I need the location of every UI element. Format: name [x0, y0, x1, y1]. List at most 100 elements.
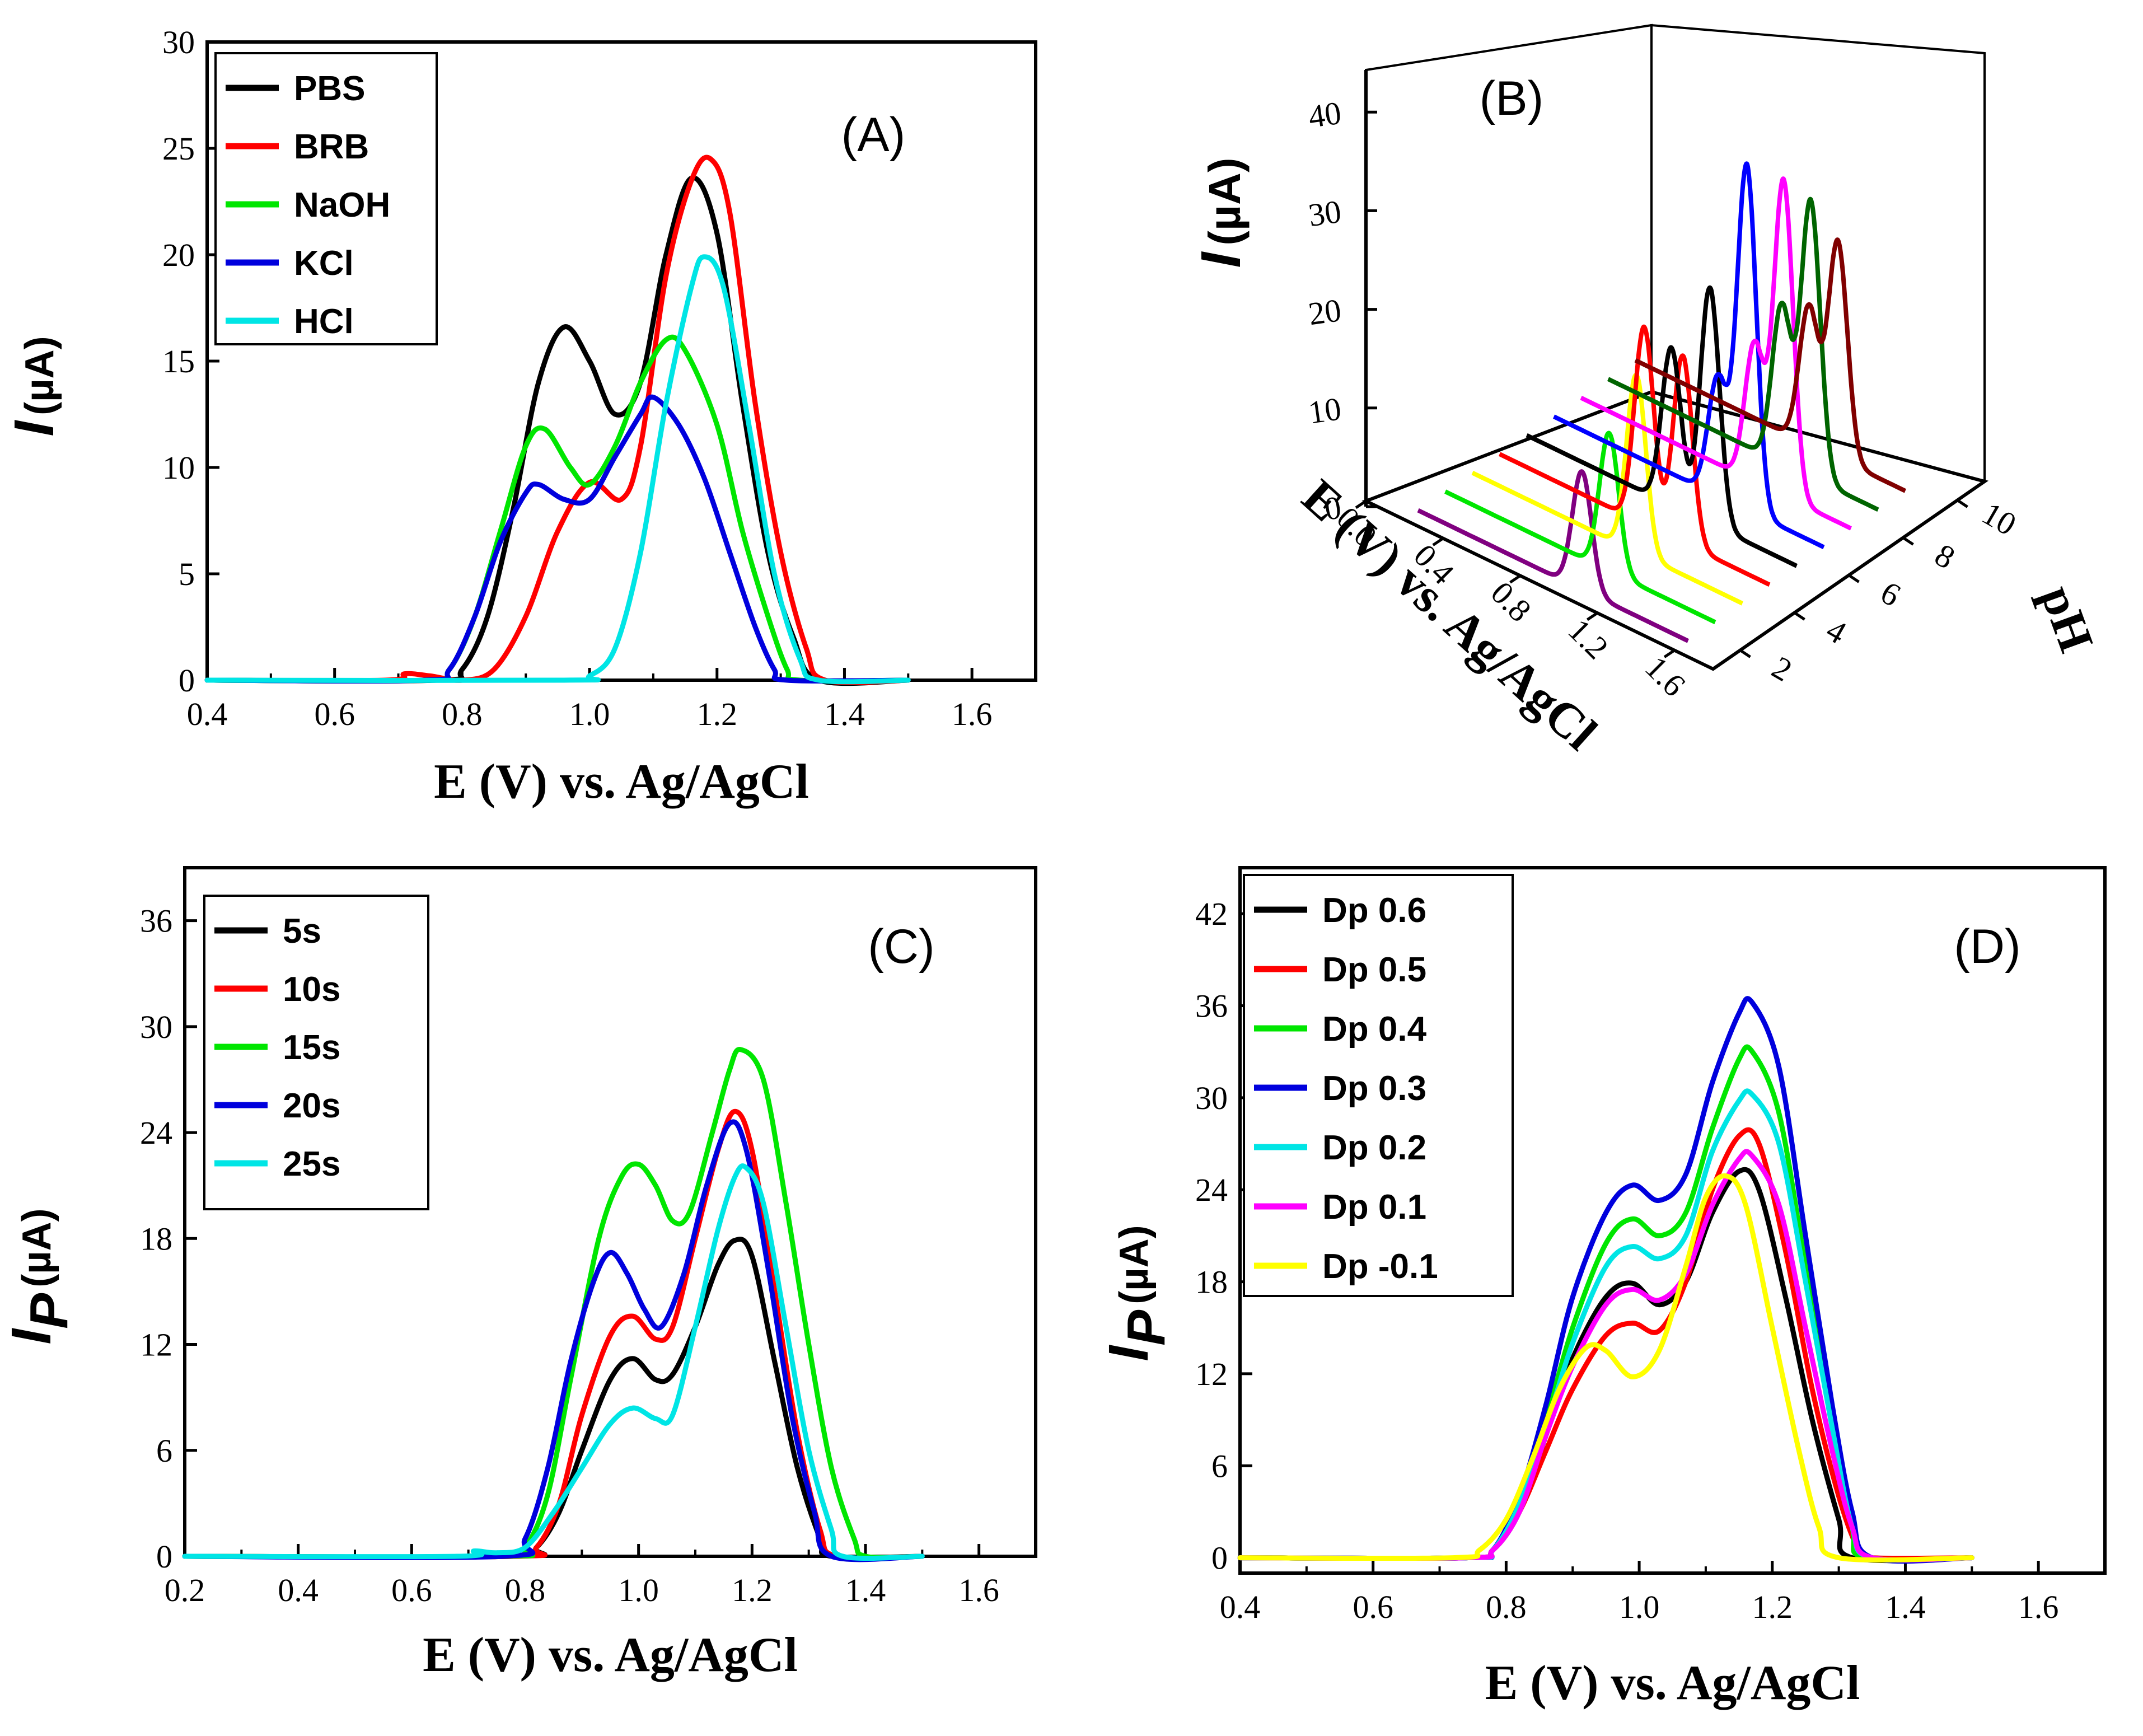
y-tick-label: 5 — [179, 556, 195, 592]
i-axis-label: I (µA) — [1190, 158, 1252, 268]
y-label-symbol: I — [1097, 1345, 1160, 1361]
i-label-symbol: I — [1190, 251, 1252, 268]
series-line-naoh — [204, 334, 911, 684]
legend-label: Dp 0.4 — [1322, 1010, 1427, 1049]
y-tick-label: 24 — [140, 1115, 172, 1151]
y-axis-label: IP (µA) — [0, 1208, 79, 1344]
trace-ph-2 — [1444, 431, 1716, 625]
legend-box — [214, 52, 438, 345]
y-tick-label: 12 — [1195, 1356, 1228, 1392]
e-tick-label: 1.2 — [1561, 612, 1616, 666]
legend-label: 25s — [283, 1145, 340, 1183]
y-tick-label: 0 — [1211, 1540, 1228, 1576]
x-tick-label: 1.4 — [845, 1572, 886, 1608]
y-tick-label: 24 — [1195, 1172, 1228, 1208]
legend: PBS BRB NaOH KCl HCl — [214, 52, 438, 345]
x-tick-label: 1.4 — [1885, 1589, 1926, 1625]
ph-tick-mark — [1902, 536, 1914, 546]
ph-tick-label: 2 — [1766, 649, 1798, 689]
legend-label: KCl — [294, 244, 354, 283]
y-axis-label: IP (µA) — [1097, 1225, 1176, 1361]
legend-label: Dp 0.2 — [1322, 1129, 1426, 1167]
x-tick-label: 1.2 — [697, 696, 738, 732]
chart-panel-d: 0.4 0.6 0.8 1.0 1.2 1.4 1.6 0 6 12 18 24 30 36 42 Dp 0.… — [1097, 866, 2107, 1710]
y-tick-label: 30 — [140, 1009, 172, 1045]
ph-tick-label: 4 — [1820, 611, 1852, 651]
y-tick-label: 36 — [1195, 988, 1228, 1024]
trace-ph-7 — [1580, 176, 1852, 531]
y-label-symbol: I — [0, 1328, 63, 1345]
plot-frame — [183, 866, 1037, 1558]
x-axis-label: E (V) vs. Ag/AgCl — [1485, 1656, 1860, 1710]
y-label-unit: (µA) — [17, 336, 62, 415]
x-tick-label: 0.4 — [1220, 1589, 1261, 1625]
x-tick-label: 0.8 — [505, 1572, 546, 1608]
i-tick-label: 30 — [1306, 193, 1343, 233]
panel-label: (C) — [868, 920, 934, 974]
y-axis-label: I (µA) — [3, 336, 65, 436]
trace-ph-9 — [1634, 237, 1907, 493]
x-tick-label: 0.6 — [391, 1572, 432, 1608]
series-line-15s — [182, 1047, 925, 1560]
y-tick-label: 0 — [156, 1538, 172, 1575]
ph-axis-label: pH — [2030, 579, 2103, 659]
ph-tick-mark — [1957, 499, 1968, 508]
i-tick-label: 10 — [1306, 390, 1343, 431]
panel-label: (A) — [841, 108, 906, 162]
i-tick-label: 40 — [1306, 95, 1343, 135]
x-tick-label: 1.6 — [2018, 1589, 2059, 1625]
legend-label: Dp 0.6 — [1322, 891, 1426, 930]
y-label-subscript: P — [1116, 1309, 1176, 1346]
x-axis-label: E (V) vs. Ag/AgCl — [434, 755, 809, 809]
y-tick-label: 36 — [140, 903, 172, 939]
e-tick-mark — [1663, 649, 1676, 658]
y-label-symbol: I — [3, 420, 65, 437]
x-tick-label: 1.2 — [732, 1572, 773, 1608]
x-tick-label: 1.0 — [569, 696, 610, 732]
y-tick-label: 18 — [1195, 1264, 1228, 1300]
x-tick-label: 1.4 — [824, 696, 865, 732]
x-tick-label: 0.4 — [278, 1572, 319, 1608]
x-tick-label: 1.2 — [1752, 1589, 1793, 1625]
legend-label: Dp 0.3 — [1322, 1069, 1426, 1108]
legend-label: BRB — [294, 128, 369, 166]
x-tick-label: 1.0 — [1619, 1589, 1660, 1625]
x-tick-label: 1.6 — [952, 696, 993, 732]
ph-tick-mark — [1794, 611, 1805, 621]
legend-label: Dp -0.1 — [1322, 1247, 1438, 1286]
e-tick-label: 1.6 — [1638, 649, 1692, 703]
x-tick-label: 0.4 — [187, 696, 228, 732]
series-line-kcl — [204, 394, 911, 684]
legend-label: Dp 0.1 — [1322, 1188, 1426, 1227]
legend-label: 20s — [283, 1087, 340, 1125]
trace-ph-3 — [1471, 372, 1744, 606]
panel-label: (B) — [1480, 72, 1544, 125]
y-tick-label: 10 — [162, 450, 195, 486]
legend-box — [203, 895, 429, 1210]
plot-frame — [1238, 866, 2107, 1575]
y-tick-label: 30 — [1195, 1080, 1228, 1116]
y-tick-label: 15 — [162, 343, 195, 380]
i-label-unit: (µA) — [1200, 158, 1250, 246]
ph-tick-label: 8 — [1929, 536, 1961, 576]
legend-label: Dp 0.5 — [1322, 951, 1426, 989]
legend-label: NaOH — [294, 186, 390, 224]
e-tick-mark — [1509, 574, 1521, 584]
trace-ph-8 — [1607, 196, 1879, 512]
y-label-unit: (µA) — [1112, 1225, 1157, 1304]
y-tick-label: 6 — [156, 1433, 172, 1469]
trace-ph-1 — [1417, 469, 1690, 643]
e-tick-mark — [1355, 499, 1367, 509]
legend-label: 15s — [283, 1028, 340, 1067]
x-tick-label: 0.6 — [1353, 1589, 1393, 1625]
legend-label: HCl — [294, 302, 354, 341]
x-axis-label: E (V) vs. Ag/AgCl — [423, 1628, 798, 1682]
y-tick-label: 20 — [162, 237, 195, 273]
legend-label: 5s — [283, 912, 321, 951]
x-tick-label: 1.0 — [618, 1572, 659, 1608]
series-line-dp-0-1 — [1237, 1173, 1974, 1563]
e-tick-mark — [1432, 537, 1444, 546]
x-tick-label: 0.8 — [1486, 1589, 1527, 1625]
